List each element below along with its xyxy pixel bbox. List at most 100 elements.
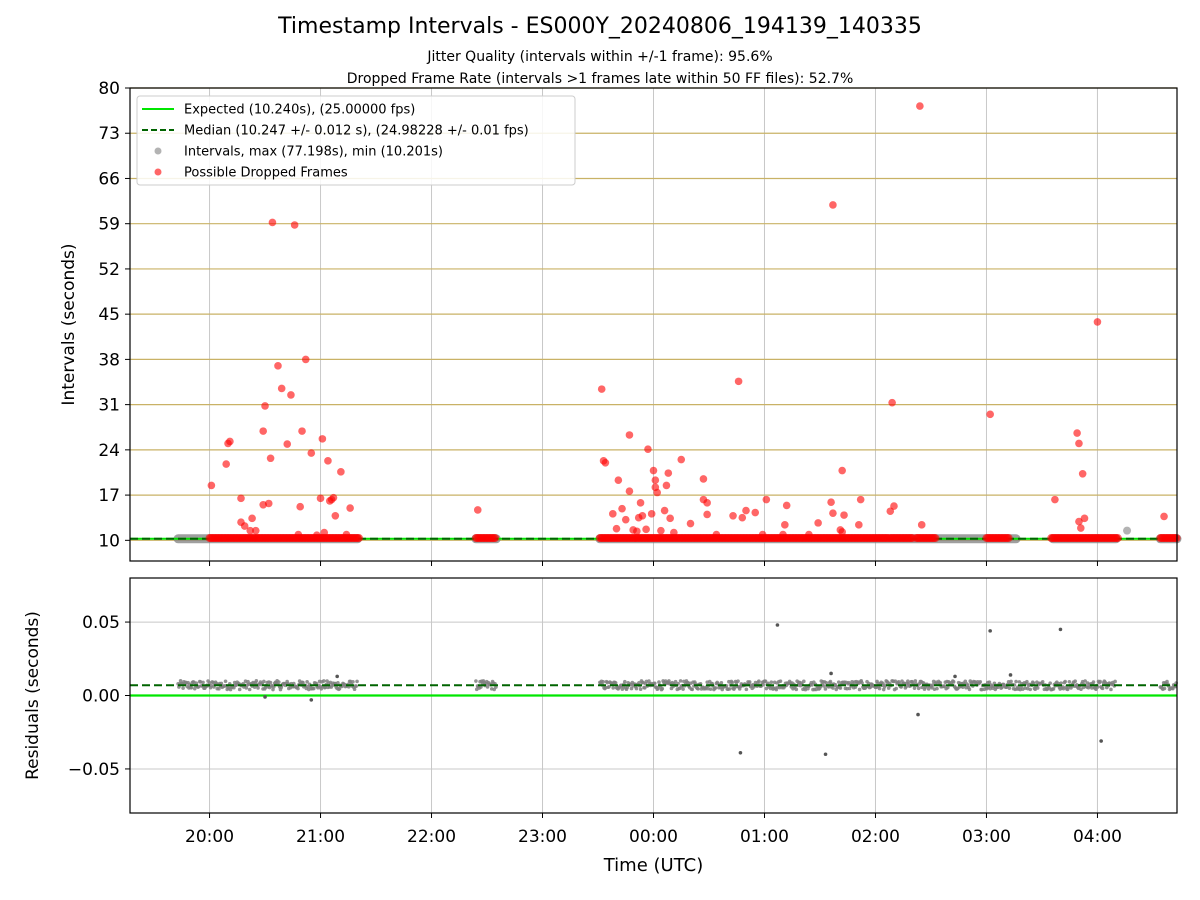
dropped-frame-point — [296, 502, 304, 511]
dropped-frame-point — [814, 519, 822, 527]
residual-point — [1000, 685, 1004, 690]
residual-point — [351, 680, 355, 684]
residual-point — [271, 687, 275, 692]
dropped-frame-point — [259, 427, 267, 435]
dropped-frame-point — [316, 494, 325, 503]
dropped-frame-point — [703, 499, 711, 507]
residual-point — [757, 679, 761, 683]
dropped-frame-point — [677, 455, 686, 464]
y-tick-label: 80 — [98, 79, 120, 99]
dropped-frame-point — [1073, 429, 1081, 437]
dropped-frame-point — [324, 457, 332, 465]
dropped-frame-point — [986, 410, 994, 419]
dropped-frame-point — [829, 201, 837, 209]
residual-point — [978, 679, 983, 684]
dropped-frame-point — [1078, 469, 1087, 478]
dropped-frame-point — [636, 499, 645, 507]
legend-box — [136, 95, 576, 186]
residual-point — [217, 687, 221, 691]
residual-point — [336, 681, 340, 685]
dropped-frame-point — [664, 469, 673, 477]
residual-point — [774, 687, 779, 692]
residual-point — [1067, 679, 1072, 684]
dropped-frame-point — [261, 402, 269, 410]
dropped-frame-point — [931, 534, 940, 543]
residual-point — [960, 685, 965, 689]
residual-point — [935, 686, 939, 691]
dropped-frame-point — [240, 522, 249, 530]
residual-point — [1025, 679, 1029, 684]
dropped-frame-point — [614, 476, 623, 485]
residual-outlier-point — [1058, 627, 1063, 632]
dropped-frame-point — [1075, 517, 1083, 526]
residual-point — [321, 679, 326, 683]
residual-point — [1051, 687, 1056, 691]
dropped-frame-point — [734, 377, 743, 386]
y-tick-label: 38 — [98, 350, 120, 370]
dropped-frame-rate-subtitle: Dropped Frame Rate (intervals >1 frames … — [346, 71, 854, 87]
residual-outlier-point — [309, 698, 314, 702]
dropped-frame-point — [491, 534, 500, 543]
dropped-frame-point — [266, 454, 275, 463]
x-axis-label: Time (UTC) — [603, 855, 704, 876]
residual-outlier-point — [916, 712, 920, 717]
legend: Expected (10.240s), (25.00000 fps) Median… — [136, 95, 576, 186]
dropped-frame-point — [621, 515, 630, 524]
residual-point — [678, 679, 683, 683]
dropped-frame-point — [597, 385, 606, 393]
residual-point — [821, 684, 826, 688]
residual-point — [1009, 679, 1013, 684]
residual-point — [763, 679, 768, 683]
residual-outlier-point — [953, 674, 957, 679]
residual-point — [681, 687, 685, 691]
x-tick-label: 20:00 — [185, 827, 234, 847]
dropped-frame-point — [779, 530, 787, 539]
residual-outlier-point — [335, 674, 339, 679]
dropped-frame-point — [703, 510, 711, 519]
residual-point — [178, 679, 183, 683]
residual-point — [894, 686, 898, 691]
residual-point — [838, 686, 843, 690]
residual-point — [916, 686, 921, 691]
dropped-frame-point — [283, 440, 292, 448]
dropped-frame-point — [274, 362, 282, 370]
residual-point — [926, 687, 931, 691]
residual-point — [1162, 686, 1167, 691]
dropped-frame-point — [686, 519, 695, 528]
dropped-frame-point — [916, 102, 924, 110]
dropped-frame-point — [758, 530, 767, 539]
residual-point — [1031, 681, 1036, 686]
dropped-frame-point — [618, 504, 626, 513]
dropped-frame-point — [644, 445, 652, 454]
residual-point — [708, 687, 713, 691]
dropped-frame-point — [331, 511, 340, 520]
residual-point — [623, 679, 627, 684]
dropped-frame-point — [301, 355, 310, 364]
dropped-frame-point — [307, 449, 316, 457]
y-tick-label: 10 — [98, 531, 120, 551]
chart-title: Timestamp Intervals - ES000Y_20240806_19… — [278, 14, 922, 39]
y-tick-label: 52 — [98, 260, 120, 280]
residual-point — [831, 686, 835, 690]
residual-point — [1014, 679, 1018, 684]
dropped-frame-point — [609, 510, 617, 518]
y-tick-label: 0.05 — [82, 613, 120, 633]
residual-outlier-point — [988, 629, 992, 633]
residual-point — [912, 686, 917, 690]
residual-point — [1035, 686, 1040, 690]
residual-outlier-point — [738, 750, 743, 755]
residual-point — [824, 680, 829, 685]
interval-point — [1123, 526, 1132, 535]
residual-point — [613, 681, 618, 685]
y-tick-label: 59 — [98, 215, 120, 235]
residual-point — [877, 686, 882, 691]
dropped-frame-point — [313, 531, 321, 539]
dropped-frame-point — [264, 499, 273, 508]
dropped-frame-point — [662, 481, 671, 490]
dropped-frame-point — [890, 502, 898, 510]
y-tick-label: 0.00 — [82, 687, 120, 707]
residual-point — [730, 680, 735, 685]
residual-point — [181, 686, 185, 690]
dropped-frame-point — [647, 510, 656, 518]
residual-point — [252, 685, 257, 689]
